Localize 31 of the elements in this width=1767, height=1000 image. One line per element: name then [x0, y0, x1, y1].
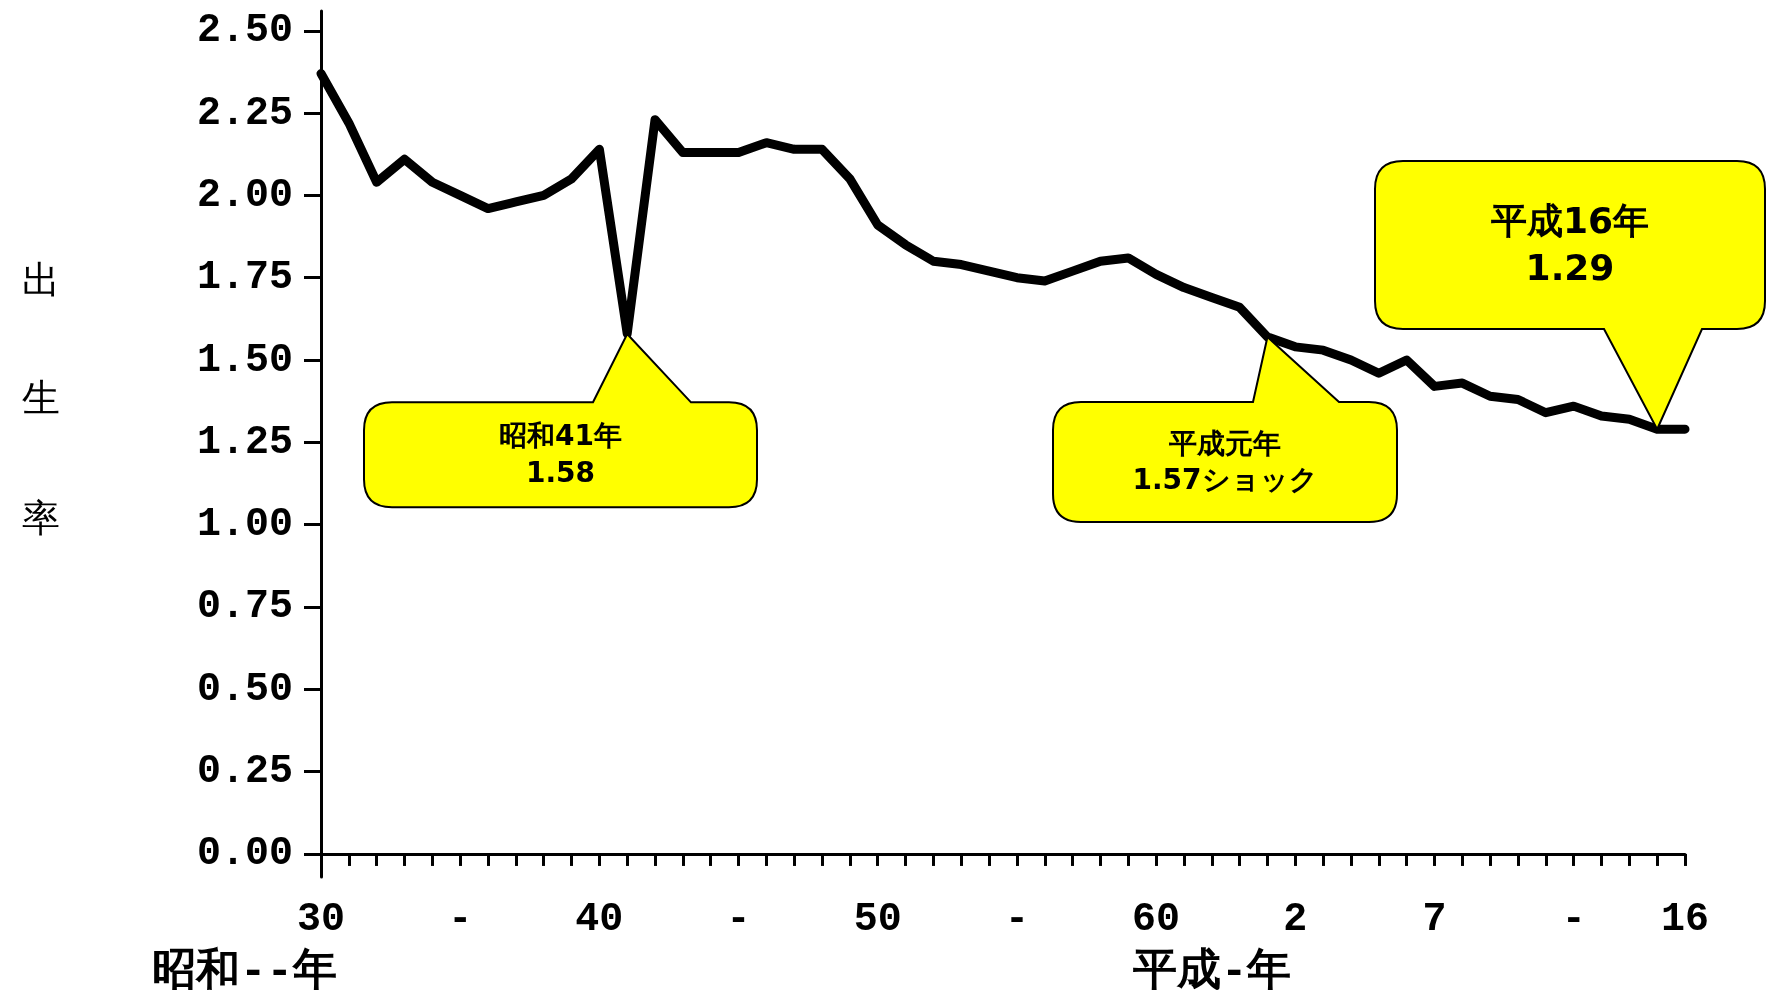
y-tick-label: 1.50 — [196, 337, 293, 383]
speech-bubble: 平成16年 1.29 — [1375, 161, 1765, 430]
x-axis-title: 昭和--年 — [152, 946, 337, 997]
annotation: 平成16年 1.29 — [1490, 199, 1650, 290]
speech-bubble: 昭和41年 1.58 — [364, 333, 757, 507]
x-tick-label: 7 — [1422, 896, 1447, 942]
x-tick-label: - — [448, 896, 473, 942]
x-tick-label: 40 — [575, 896, 624, 942]
x-tick-label: - — [1561, 896, 1586, 942]
y-axis-title: 出生率 — [19, 230, 63, 584]
x-tick-label: - — [726, 896, 751, 942]
y-tick-label: 0.75 — [196, 584, 293, 630]
speech-bubble: 平成元年 1.57ショック — [1053, 337, 1397, 522]
x-tick-label: 50 — [853, 896, 902, 942]
y-tick-label: 2.00 — [196, 172, 293, 218]
y-tick-label: 2.50 — [196, 8, 293, 54]
y-tick-label: 0.25 — [196, 749, 293, 795]
y-tick-label: 0.50 — [196, 666, 293, 712]
x-tick-label: 60 — [1132, 896, 1181, 942]
annotation: 平成元年 1.57ショック — [1132, 425, 1318, 498]
y-tick-label: 1.25 — [196, 419, 293, 465]
x-tick-label: 16 — [1660, 896, 1710, 942]
x-tick-label: 2 — [1283, 896, 1308, 942]
x-tick-label: - — [1004, 896, 1029, 942]
y-tick-label: 1.75 — [196, 255, 293, 301]
y-tick-label: 0.00 — [196, 831, 293, 877]
x-tick-label: 30 — [296, 896, 346, 942]
y-tick-label: 2.25 — [196, 90, 293, 136]
text: 平成-年 — [1133, 947, 1292, 997]
y-tick-label: 1.00 — [196, 502, 293, 548]
annotation: 昭和41年 1.58 — [499, 418, 622, 491]
